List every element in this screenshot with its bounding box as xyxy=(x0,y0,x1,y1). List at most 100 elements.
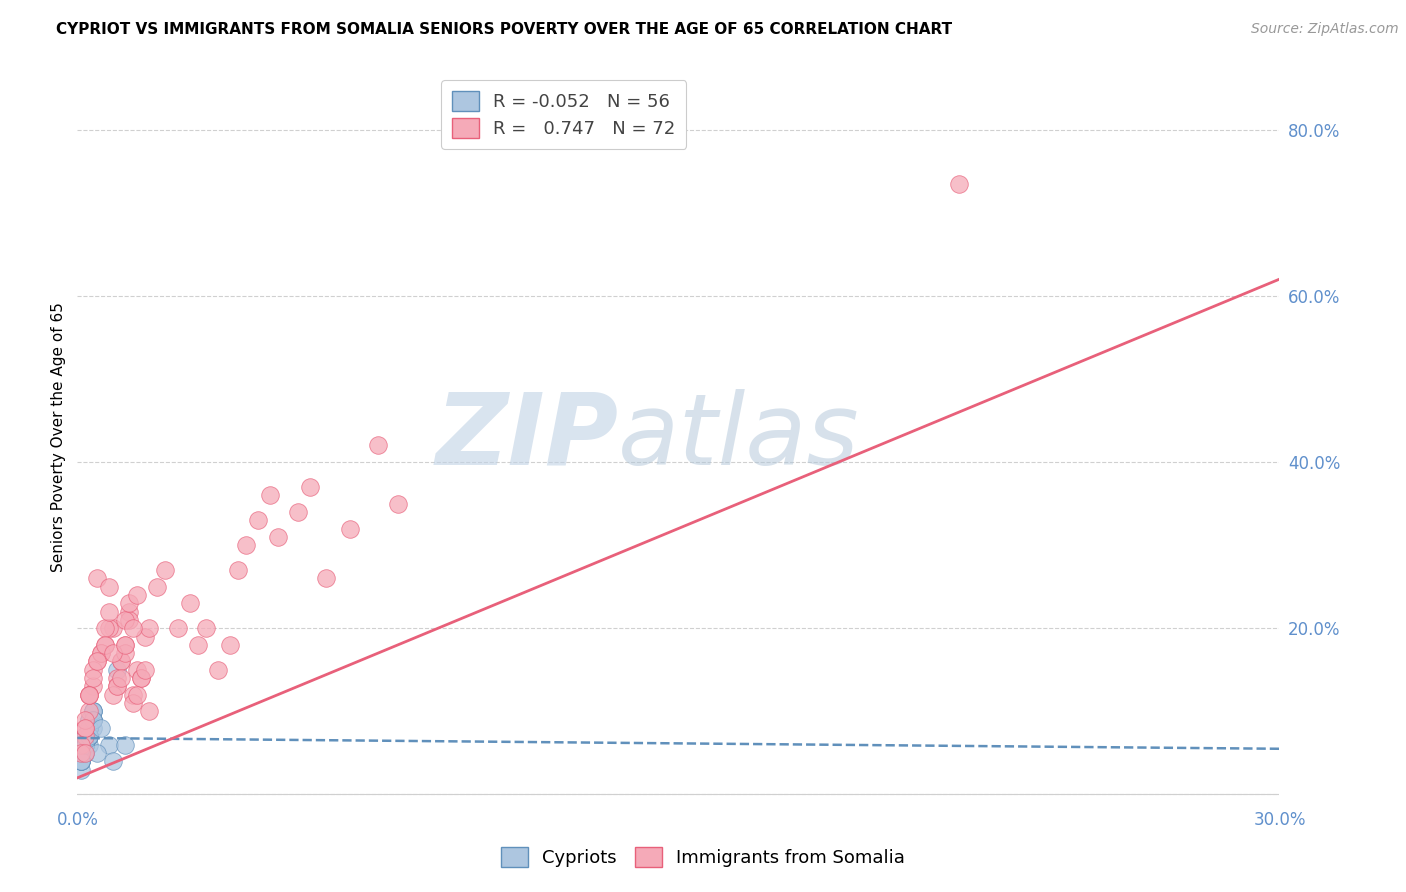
Point xyxy=(98,605,121,619)
Point xyxy=(131,671,153,685)
Point xyxy=(82,721,104,735)
Point xyxy=(207,663,229,677)
Point xyxy=(70,746,93,760)
Point xyxy=(259,488,281,502)
Point xyxy=(70,754,93,768)
Point xyxy=(75,738,97,752)
Point xyxy=(114,638,136,652)
Point xyxy=(70,754,93,768)
Point xyxy=(98,738,121,752)
Point xyxy=(75,729,97,743)
Point xyxy=(127,688,149,702)
Point xyxy=(70,746,93,760)
Point xyxy=(82,713,104,727)
Point xyxy=(79,713,101,727)
Point xyxy=(114,738,136,752)
Point xyxy=(103,646,125,660)
Point xyxy=(75,738,97,752)
Point xyxy=(75,738,97,752)
Point xyxy=(387,497,409,511)
Point xyxy=(79,729,101,743)
Point xyxy=(138,705,160,719)
Point xyxy=(75,738,97,752)
Point xyxy=(107,663,129,677)
Point xyxy=(79,738,101,752)
Point xyxy=(103,621,125,635)
Point xyxy=(367,438,389,452)
Point xyxy=(75,746,97,760)
Point xyxy=(103,754,125,768)
Point xyxy=(75,729,97,743)
Point xyxy=(246,513,269,527)
Point xyxy=(82,713,104,727)
Point xyxy=(94,638,117,652)
Point xyxy=(82,713,104,727)
Point xyxy=(70,754,93,768)
Legend: Cypriots, Immigrants from Somalia: Cypriots, Immigrants from Somalia xyxy=(494,839,912,874)
Point xyxy=(226,563,249,577)
Point xyxy=(79,721,101,735)
Text: ZIP: ZIP xyxy=(436,389,619,485)
Point xyxy=(70,754,93,768)
Point xyxy=(82,713,104,727)
Point xyxy=(127,663,149,677)
Point xyxy=(90,646,112,660)
Point xyxy=(110,655,132,669)
Point xyxy=(86,655,108,669)
Point xyxy=(122,621,145,635)
Point xyxy=(75,738,97,752)
Point xyxy=(75,738,97,752)
Point xyxy=(86,655,108,669)
Point xyxy=(79,688,101,702)
Point xyxy=(79,729,101,743)
Point xyxy=(98,621,121,635)
Point xyxy=(75,729,97,743)
Point xyxy=(110,671,132,685)
Point xyxy=(79,688,101,702)
Point xyxy=(75,738,97,752)
Point xyxy=(86,571,108,585)
Text: atlas: atlas xyxy=(619,389,860,485)
Point xyxy=(114,646,136,660)
Point xyxy=(94,638,117,652)
Point xyxy=(107,680,129,694)
Point xyxy=(75,713,97,727)
Point xyxy=(107,680,129,694)
Point xyxy=(218,638,240,652)
Point xyxy=(267,530,290,544)
Point xyxy=(75,738,97,752)
Point xyxy=(79,713,101,727)
Point xyxy=(82,663,104,677)
Point xyxy=(235,538,257,552)
Point xyxy=(98,580,121,594)
Point xyxy=(79,705,101,719)
Point xyxy=(118,596,141,610)
Point xyxy=(82,705,104,719)
Point xyxy=(166,621,188,635)
Point xyxy=(79,721,101,735)
Point xyxy=(79,729,101,743)
Point xyxy=(107,671,129,685)
Point xyxy=(79,729,101,743)
Point xyxy=(948,177,970,191)
Point xyxy=(82,680,104,694)
Point xyxy=(79,729,101,743)
Point xyxy=(75,746,97,760)
Legend: R = -0.052   N = 56, R =   0.747   N = 72: R = -0.052 N = 56, R = 0.747 N = 72 xyxy=(441,80,686,149)
Point xyxy=(70,746,93,760)
Point xyxy=(122,696,145,710)
Point xyxy=(90,721,112,735)
Point xyxy=(155,563,177,577)
Point xyxy=(114,613,136,627)
Point xyxy=(118,613,141,627)
Point xyxy=(82,671,104,685)
Point xyxy=(75,738,97,752)
Point xyxy=(75,738,97,752)
Point xyxy=(94,621,117,635)
Point xyxy=(79,721,101,735)
Point xyxy=(79,721,101,735)
Point xyxy=(75,738,97,752)
Point xyxy=(131,671,153,685)
Point xyxy=(138,621,160,635)
Point xyxy=(134,663,156,677)
